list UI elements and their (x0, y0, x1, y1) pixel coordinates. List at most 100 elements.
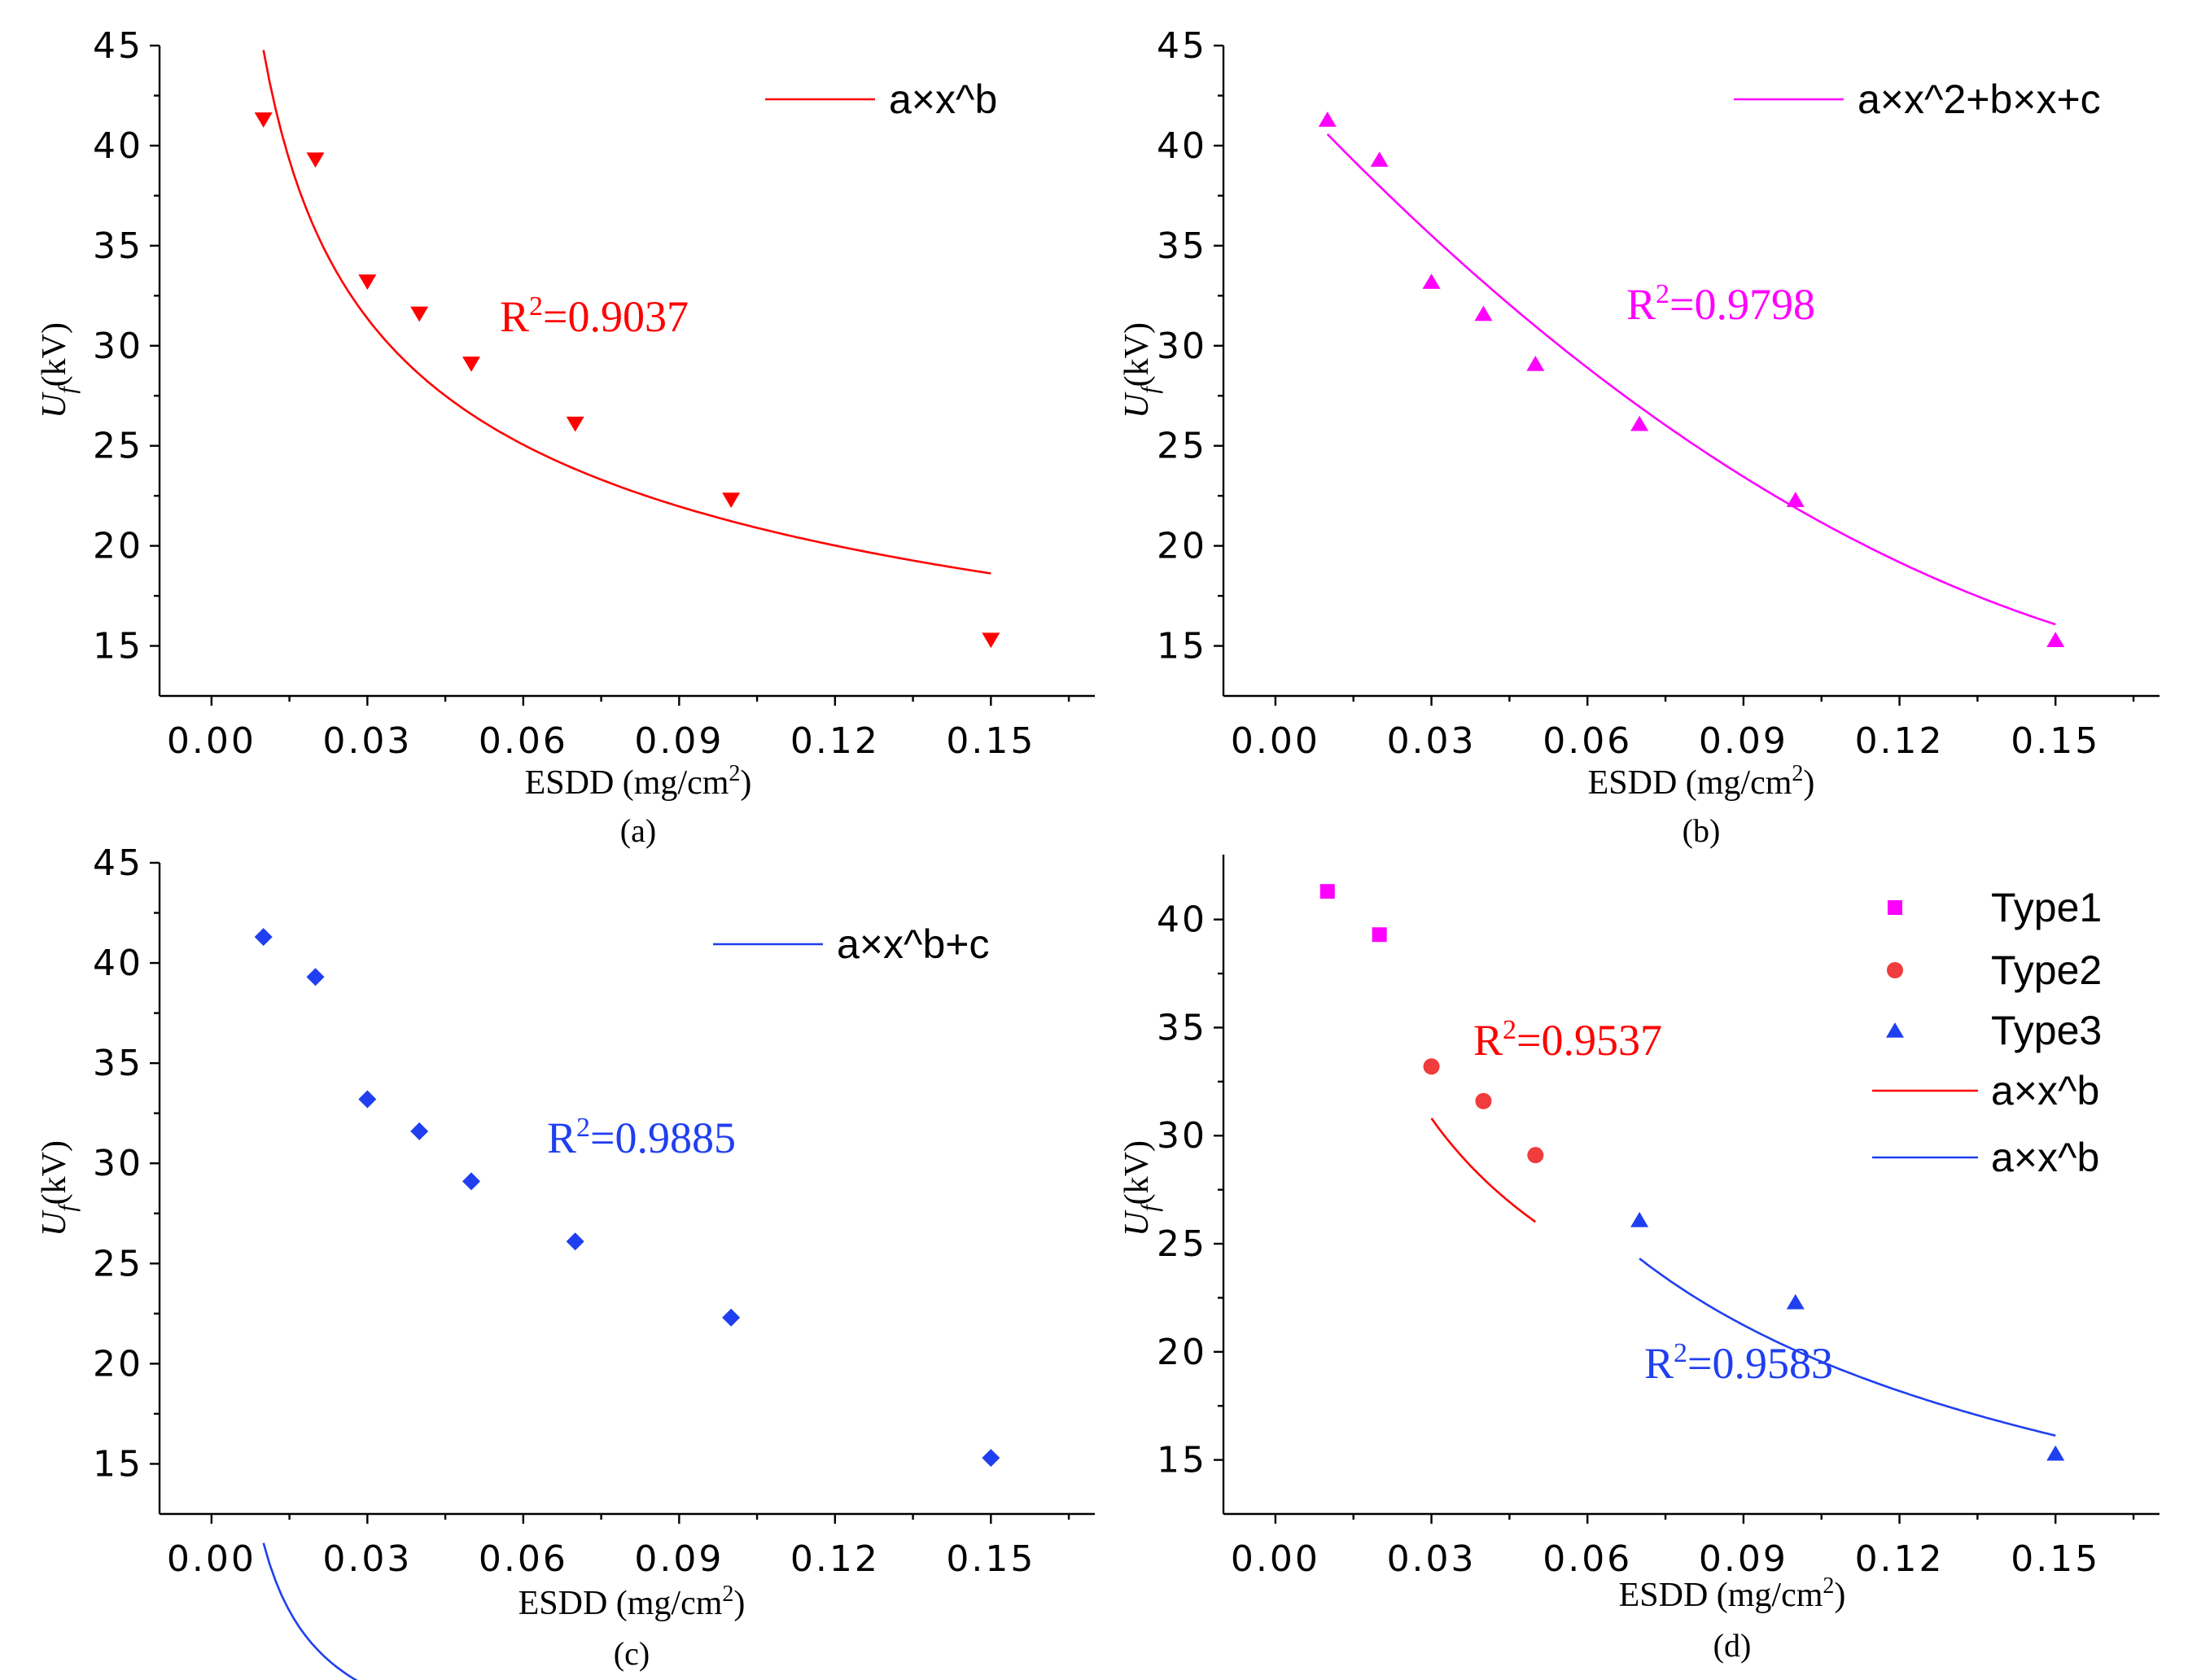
y-tick-label: 40 (1157, 899, 1207, 941)
y-axis-title-main: U (36, 1210, 73, 1236)
y-axis-title-main: U (36, 392, 73, 418)
fit-curve (1639, 1258, 2056, 1437)
y-axis-title: Uf(kV) (36, 322, 81, 418)
y-tick-label: 25 (1157, 1223, 1207, 1265)
x-tick-label: 0.06 (479, 1538, 568, 1580)
y-tick-label: 20 (93, 526, 143, 567)
data-point (1422, 273, 1441, 289)
y-tick-label: 25 (93, 426, 143, 467)
y-tick-label: 45 (93, 25, 143, 67)
x-tick-label: 0.03 (1387, 1538, 1477, 1580)
x-tick-label: 0.15 (946, 1538, 1035, 1580)
x-tick-label: 0.06 (1543, 720, 1632, 762)
r-squared-label-value: =0.9798 (1669, 280, 1815, 329)
x-axis-title-text: ESDD (mg/cm (1619, 1577, 1823, 1614)
legend-label: a×x^2+b×x+c (1858, 77, 2101, 122)
fit-curve (262, 50, 991, 575)
data-point (2046, 632, 2065, 647)
y-axis-title: Uf(kV) (1118, 1140, 1163, 1236)
panel-caption: (d) (1713, 1627, 1752, 1664)
y-tick-label: 45 (1157, 25, 1207, 67)
x-tick-label: 0.15 (946, 720, 1035, 762)
y-tick-label: 40 (1157, 125, 1207, 167)
x-tick-label: 0.09 (634, 720, 724, 762)
y-tick-label: 40 (93, 125, 143, 167)
y-axis-title-unit: (kV) (1118, 322, 1156, 387)
x-tick-label: 0.12 (790, 720, 880, 762)
x-tick-label: 0.03 (322, 720, 412, 762)
y-tick-label: 35 (93, 1043, 143, 1084)
chart-panel-d: 15 20 25 30 35 40 0.00 0.03 0.06 0.09 0.12 0.15 ESDD… (1118, 855, 2160, 1664)
x-axis-title-end: ) (733, 1585, 745, 1622)
y-tick-label: 25 (93, 1243, 143, 1284)
data-point (1786, 492, 1805, 507)
y-axis-title-unit: (kV) (36, 322, 73, 387)
x-axis-title-sup: 2 (722, 1582, 733, 1607)
x-tick-label: 0.03 (1387, 720, 1477, 762)
x-tick-label: 0.12 (1855, 720, 1945, 762)
data-point (1630, 415, 1649, 431)
y-axis-title-main: U (1118, 1210, 1156, 1236)
r-squared-label: R2=0.9885 (547, 1113, 736, 1162)
data-point (1319, 884, 1335, 899)
x-axis-title-sup: 2 (729, 761, 740, 786)
legend-marker (1887, 962, 1903, 978)
y-tick-label: 45 (93, 842, 143, 884)
x-tick-label: 0.12 (1855, 1538, 1945, 1580)
y-tick-label: 30 (93, 326, 143, 367)
data-point (1527, 1147, 1544, 1164)
x-axis-title-end: ) (1834, 1577, 1845, 1614)
legend-label: Type1 (1991, 885, 2102, 930)
r-squared-label-sup: 2 (529, 291, 543, 322)
y-axis-title: Uf(kV) (36, 1140, 81, 1236)
panel-caption: (c) (614, 1635, 650, 1672)
data-point (1630, 1211, 1649, 1227)
data-point (410, 1122, 429, 1140)
data-point (982, 632, 1000, 649)
x-axis-title-text: ESDD (mg/cm (1588, 764, 1792, 802)
r-squared-label-base: R (1644, 1339, 1674, 1388)
y-tick-label: 35 (1157, 1007, 1207, 1048)
legend-label: a×x^b (1991, 1135, 2099, 1180)
chart-panel-a: 15 20 25 30 35 40 45 0.00 0.03 0.06 0.09 0.12 0.15 ES… (36, 25, 1095, 849)
data-point (410, 306, 429, 322)
legend-label: a×x^b (1991, 1068, 2099, 1113)
r-squared-label-sup: 2 (1674, 1338, 1687, 1368)
r-squared-label-value: =0.9037 (543, 292, 689, 341)
data-point (722, 1308, 741, 1327)
data-point (358, 1090, 377, 1109)
data-point (462, 357, 480, 372)
x-tick-label: 0.15 (2011, 720, 2100, 762)
x-tick-label: 0.09 (1699, 1538, 1788, 1580)
y-axis-title-unit: (kV) (1118, 1140, 1156, 1205)
y-tick-label: 40 (93, 943, 143, 984)
x-tick-label: 0.03 (322, 1538, 412, 1580)
x-axis-title-end: ) (1803, 764, 1814, 802)
r-squared-label-sup: 2 (1503, 1015, 1516, 1045)
y-tick-label: 15 (93, 626, 143, 667)
x-tick-label: 0.00 (167, 1538, 256, 1580)
data-point (1475, 1092, 1492, 1109)
y-axis-title: Uf(kV) (1118, 322, 1163, 418)
data-point (1318, 112, 1337, 127)
r-squared-label-value: =0.9537 (1516, 1016, 1662, 1065)
fit-curve (1326, 133, 2056, 626)
legend-label: Type2 (1991, 947, 2102, 993)
legend-label: Type3 (1991, 1008, 2102, 1053)
x-tick-label: 0.09 (634, 1538, 724, 1580)
panel-caption: (a) (620, 812, 656, 849)
legend-label: a×x^b (889, 77, 997, 122)
data-point (1370, 151, 1389, 167)
y-tick-label: 25 (1157, 426, 1207, 467)
x-axis-title-sup: 2 (1792, 761, 1803, 786)
x-tick-label: 0.00 (167, 720, 256, 762)
x-axis-title-text: ESDD (mg/cm (519, 1585, 723, 1622)
r-squared-label-value: =0.9583 (1687, 1339, 1833, 1388)
legend-marker (1886, 1022, 1904, 1038)
chart-panel-c: 15 20 25 30 35 40 45 0.00 0.03 0.06 0.09 0.12 0.15 ES… (36, 842, 1095, 1680)
x-axis-title: ESDD (mg/cm2) (519, 1582, 746, 1622)
r-squared-label-sup: 2 (1656, 279, 1669, 309)
data-point (462, 1172, 480, 1191)
data-point (566, 416, 584, 432)
